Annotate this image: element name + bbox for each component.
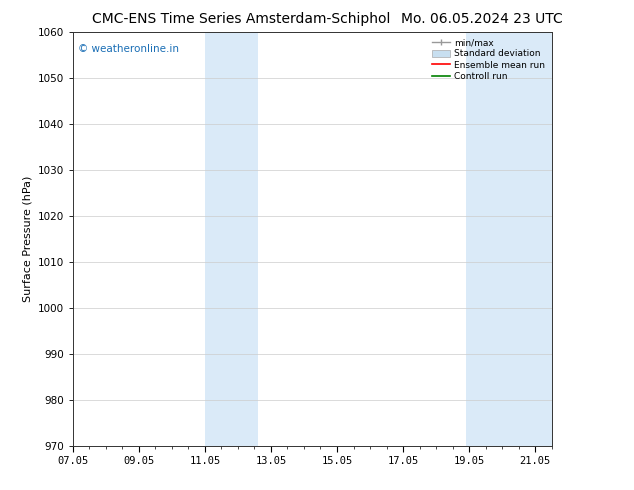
Bar bbox=[466, 32, 552, 446]
Text: Mo. 06.05.2024 23 UTC: Mo. 06.05.2024 23 UTC bbox=[401, 12, 563, 26]
Text: CMC-ENS Time Series Amsterdam-Schiphol: CMC-ENS Time Series Amsterdam-Schiphol bbox=[92, 12, 390, 26]
Text: © weatheronline.in: © weatheronline.in bbox=[78, 44, 179, 54]
Y-axis label: Surface Pressure (hPa): Surface Pressure (hPa) bbox=[22, 176, 32, 302]
Bar bbox=[205, 32, 258, 446]
Legend: min/max, Standard deviation, Ensemble mean run, Controll run: min/max, Standard deviation, Ensemble me… bbox=[430, 36, 547, 83]
